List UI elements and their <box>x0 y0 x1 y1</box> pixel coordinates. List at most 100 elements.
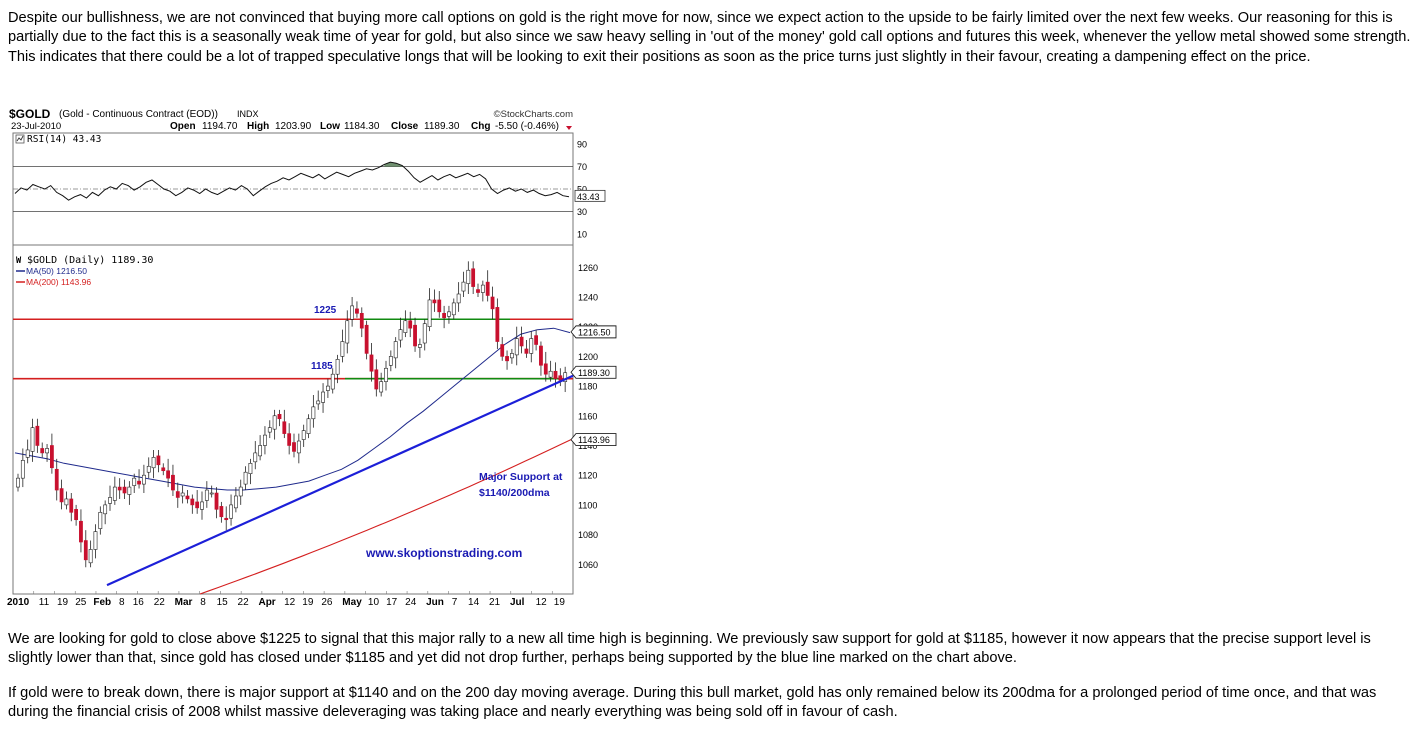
x-tick-label: 24 <box>405 597 417 608</box>
x-tick-label: 8 <box>119 597 125 608</box>
candle-body <box>553 370 558 379</box>
down-candle <box>175 482 180 508</box>
price-tick-label: 1120 <box>578 471 597 481</box>
up-candle <box>180 485 185 504</box>
up-candle <box>311 394 316 428</box>
down-candle <box>185 490 190 504</box>
candle-body <box>214 492 219 510</box>
candle-body <box>233 495 238 509</box>
ma50-legend-text: MA(50) 1216.50 <box>26 266 87 276</box>
down-candle <box>74 504 79 526</box>
down-candle <box>359 307 364 338</box>
candle-body <box>54 468 59 491</box>
candle-body <box>238 486 243 497</box>
x-tick-label: 2010 <box>7 597 30 608</box>
low-value: 1184.30 <box>344 121 380 132</box>
up-candle <box>427 288 432 332</box>
candle-body <box>229 504 233 519</box>
candles <box>16 261 568 568</box>
up-candle <box>388 350 393 372</box>
candle-body <box>534 335 539 345</box>
up-candle <box>258 435 263 461</box>
candle-body <box>137 480 141 485</box>
breakdown-paragraph: If gold were to break down, there is maj… <box>8 685 1377 721</box>
up-candle <box>267 420 272 439</box>
open-value: 1194.70 <box>202 121 238 132</box>
down-candle <box>432 289 437 312</box>
down-arrow-icon <box>566 126 572 130</box>
down-candle <box>161 463 166 476</box>
x-tick-label: 19 <box>554 597 566 608</box>
close-value: 1189.30 <box>424 121 460 132</box>
up-candle <box>233 487 238 513</box>
rsi-value-tag-text: 43.43 <box>577 192 600 202</box>
up-candle <box>20 448 25 488</box>
up-candle <box>514 326 519 366</box>
candle-body <box>480 284 485 293</box>
up-candle <box>132 473 137 494</box>
candle-body <box>296 440 301 454</box>
candle-body <box>151 457 156 469</box>
up-candle <box>316 390 321 410</box>
x-tick-label: 7 <box>452 597 458 608</box>
x-tick-label: May <box>342 597 362 608</box>
candle-legend-icon: W <box>16 256 22 266</box>
ma200-value-tag-text: 1143.96 <box>578 435 610 445</box>
up-candle <box>146 457 151 479</box>
price-legend-text: $GOLD (Daily) 1189.30 <box>27 255 153 266</box>
candle-body <box>224 517 229 521</box>
up-candle <box>30 418 35 462</box>
rsi-tick-label: 50 <box>577 185 587 195</box>
candle-body <box>93 531 98 550</box>
down-candle <box>355 301 359 318</box>
down-candle <box>214 487 219 519</box>
x-tick-label: 26 <box>321 597 333 608</box>
up-candle <box>103 500 108 525</box>
candle-body <box>161 467 166 472</box>
price-tick-label: 1200 <box>578 352 598 362</box>
price-tick-label: 1240 <box>578 292 598 302</box>
candle-body <box>64 498 69 506</box>
candle-body <box>408 320 413 329</box>
up-candle <box>417 338 422 358</box>
candle-body <box>132 477 137 486</box>
candle-body <box>374 369 379 390</box>
up-candle <box>403 310 408 338</box>
price-legend: $GOLD (Daily) 1189.30 W MA(50) 1216.50 M… <box>16 255 153 287</box>
down-candle <box>117 478 122 499</box>
candle-body <box>514 338 519 356</box>
candle-body <box>88 549 93 564</box>
rsi-overbought-fill <box>384 162 403 167</box>
price-tick-label: 1080 <box>578 530 598 540</box>
down-candle <box>69 493 74 522</box>
x-tick-label: 17 <box>386 597 398 608</box>
up-candle <box>64 491 69 510</box>
up-candle <box>248 458 253 485</box>
candle-body <box>316 400 321 405</box>
ma50-value-tag-text: 1216.50 <box>578 327 611 337</box>
rsi-label: RSI(14) 43.43 <box>27 134 101 145</box>
up-candle <box>379 372 384 397</box>
down-candle <box>558 368 563 387</box>
price-tick-label: 1180 <box>578 382 597 392</box>
x-tick-label: 25 <box>75 597 87 608</box>
x-tick-label: 11 <box>39 597 50 608</box>
down-candle <box>413 317 417 352</box>
candle-body <box>301 430 306 440</box>
down-candle <box>490 286 495 320</box>
down-candle <box>500 337 505 361</box>
candle-body <box>258 445 263 457</box>
candle-body <box>45 448 49 454</box>
candle-body <box>248 463 253 475</box>
candle-body <box>393 341 398 359</box>
down-candle <box>408 311 413 338</box>
rsi-value-tag <box>574 189 606 202</box>
candle-body <box>495 307 500 342</box>
candle-body <box>451 302 456 316</box>
up-candle <box>345 310 350 354</box>
candle-body <box>388 356 393 366</box>
candle-body <box>447 311 451 317</box>
candle-body <box>471 268 476 287</box>
candle-body <box>16 477 20 488</box>
down-candle <box>505 350 509 370</box>
